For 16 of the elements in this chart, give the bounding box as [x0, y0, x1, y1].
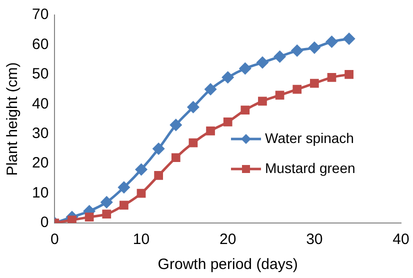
legend-label: Mustard green [265, 160, 356, 176]
x-tick-label: 30 [306, 231, 323, 248]
y-tick-label: 60 [32, 36, 49, 53]
legend-label: Water spinach [265, 130, 354, 146]
y-tick-label: 0 [40, 214, 49, 232]
y-tick-label: 50 [32, 66, 49, 83]
y-tick-label: 30 [32, 125, 49, 142]
x-tick-label: 10 [132, 231, 150, 248]
x-tick-label: 40 [392, 231, 410, 248]
y-tick-label: 70 [32, 6, 49, 24]
y-axis-title: Plant height (cm) [4, 62, 22, 176]
y-tick-label: 10 [32, 184, 49, 202]
y-tick-label: 20 [32, 154, 49, 172]
x-tick-label: 20 [220, 231, 236, 248]
x-axis-title: Growth period (days) [158, 256, 298, 274]
y-tick-label: 40 [32, 95, 49, 112]
